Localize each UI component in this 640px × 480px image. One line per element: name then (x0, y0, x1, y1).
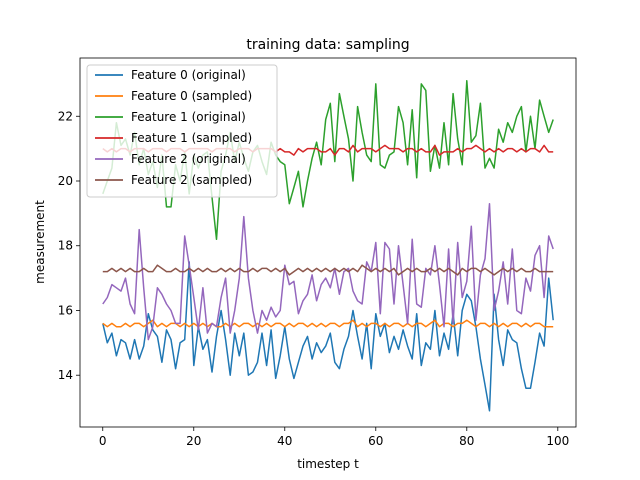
legend-label-0: Feature 0 (original) (131, 68, 246, 82)
chart-title: training data: sampling (246, 37, 409, 53)
x-tick-label: 0 (99, 434, 107, 448)
series-line-1 (102, 319, 554, 328)
y-tick-label: 16 (58, 303, 73, 317)
series-line-5 (102, 264, 554, 276)
y-tick-label: 20 (58, 174, 73, 188)
x-tick-label: 60 (368, 434, 383, 448)
y-tick-label: 22 (58, 109, 73, 123)
x-axis: 0 20 40 60 80 100 (99, 427, 569, 448)
y-tick-label: 14 (58, 368, 73, 382)
legend-label-2: Feature 1 (original) (131, 110, 246, 124)
axes-frame (79, 57, 577, 428)
x-axis-label: timestep t (297, 457, 359, 471)
legend-box (86, 64, 278, 198)
x-tick-label: 100 (546, 434, 569, 448)
x-tick-label: 80 (459, 434, 474, 448)
y-axis: 14 16 18 20 22 (58, 109, 80, 382)
x-tick-label: 20 (186, 434, 201, 448)
series-line-4 (102, 202, 554, 341)
y-axis-label: measurement (33, 200, 47, 284)
x-tick-label: 40 (277, 434, 292, 448)
legend: Feature 0 (original) Feature 0 (sampled) F… (86, 64, 278, 198)
legend-label-1: Feature 0 (sampled) (131, 89, 252, 103)
legend-label-5: Feature 2 (sampled) (131, 173, 252, 187)
legend-label-3: Feature 1 (sampled) (131, 131, 252, 145)
y-tick-label: 18 (58, 239, 73, 253)
legend-label-4: Feature 2 (original) (131, 152, 246, 166)
series-line-0 (102, 261, 554, 412)
